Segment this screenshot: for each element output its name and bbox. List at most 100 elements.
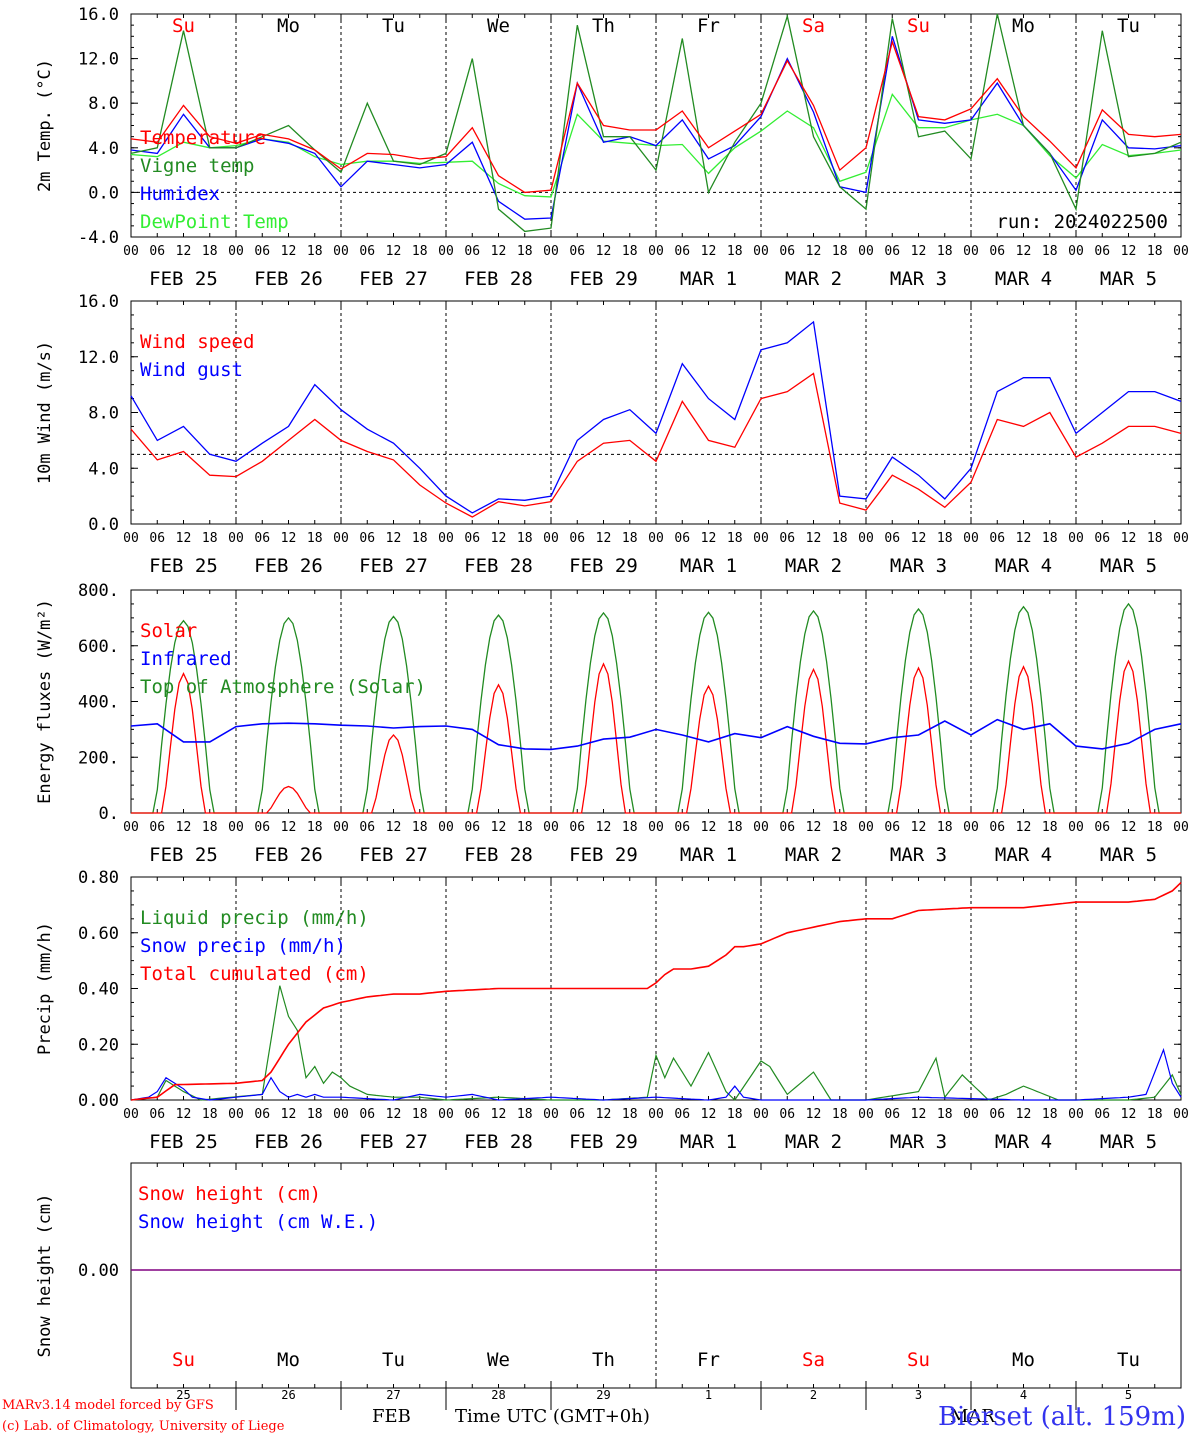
hour-tick-label: 18 [622, 820, 638, 835]
date-label: FEB 28 [464, 268, 533, 290]
panel-frame [130, 300, 1182, 525]
hour-tick-label: 06 [359, 531, 375, 546]
hour-tick-label: 12 [1121, 531, 1137, 546]
date-label: FEB 26 [254, 268, 323, 290]
hour-tick-label: 12 [176, 1107, 192, 1122]
date-label: FEB 27 [359, 268, 428, 290]
hour-tick-label: 18 [1042, 820, 1058, 835]
date-label: FEB 26 [254, 844, 323, 866]
hour-tick-label: 12 [491, 244, 507, 259]
hour-tick-label: 18 [307, 1107, 323, 1122]
y-tick-label: -4.0 [78, 228, 119, 248]
hour-tick-label: 18 [937, 820, 953, 835]
weekday-label: Fr [697, 15, 720, 37]
hour-tick-label: 00 [753, 820, 769, 835]
day-number-label: 1 [705, 1388, 712, 1402]
hour-tick-label: 00 [858, 244, 874, 259]
hour-tick-label: 06 [779, 531, 795, 546]
hour-tick-label: 00 [438, 820, 454, 835]
hour-tick-label: 00 [648, 244, 664, 259]
hour-tick-label: 12 [386, 244, 402, 259]
hour-tick-label: 12 [911, 820, 927, 835]
date-label: MAR 3 [890, 1131, 947, 1153]
x-axis-label: Time UTC (GMT+0h) [455, 1406, 650, 1427]
date-label: FEB 25 [149, 555, 218, 577]
day-number-label: 4 [1020, 1388, 1027, 1402]
hour-tick-label: 06 [989, 1107, 1005, 1122]
legend-entry: Total cumulated (cm) [140, 963, 369, 985]
date-label: MAR 4 [995, 844, 1052, 866]
hour-tick-label: 12 [596, 244, 612, 259]
legend-entry: Wind gust [140, 359, 243, 381]
hour-tick-label: 12 [806, 820, 822, 835]
y-tick-label: 0.20 [78, 1035, 119, 1055]
y-tick-label: 600. [78, 637, 119, 657]
hour-tick-label: 06 [569, 531, 585, 546]
hour-tick-label: 18 [412, 244, 428, 259]
hour-tick-label: 12 [386, 820, 402, 835]
series-snow-precip-mm-h- [130, 1047, 1182, 1101]
weekday-label: Th [592, 15, 615, 37]
hour-tick-label: 12 [596, 820, 612, 835]
series-wind-speed [130, 372, 1182, 518]
hour-tick-label: 06 [569, 820, 585, 835]
hour-tick-label: 18 [1147, 244, 1163, 259]
series-total-cumulated-cm- [130, 882, 1182, 1101]
legend-entry: Humidex [140, 183, 220, 205]
legend-entry: Snow height (cm) [138, 1183, 321, 1205]
y-tick-label: 4.0 [88, 459, 119, 479]
hour-tick-label: 00 [963, 1107, 979, 1122]
series-liquid-precip-mm-h- [130, 985, 1182, 1101]
hour-tick-label: 12 [911, 531, 927, 546]
y-tick-label: 0.80 [78, 868, 119, 888]
y-tick-label: 16.0 [78, 5, 119, 25]
y-axis-label: 10m Wind (m/s) [35, 341, 55, 484]
hour-tick-label: 00 [963, 531, 979, 546]
hour-tick-label: 18 [937, 531, 953, 546]
hour-tick-label: 12 [911, 244, 927, 259]
hour-tick-label: 18 [727, 1107, 743, 1122]
hour-tick-label: 06 [569, 1107, 585, 1122]
y-axis-label: 2m Temp. (°C) [35, 59, 55, 192]
weekday-label: Mo [277, 1349, 300, 1371]
hour-tick-label: 00 [333, 1107, 349, 1122]
date-label: MAR 1 [680, 844, 737, 866]
hour-tick-label: 18 [727, 820, 743, 835]
weekday-label: Su [907, 1349, 930, 1371]
y-axis-label: Energy fluxes (W/m²) [35, 599, 55, 804]
hour-tick-label: 18 [517, 820, 533, 835]
hour-tick-label: 00 [543, 1107, 559, 1122]
hour-tick-label: 00 [858, 531, 874, 546]
date-label: MAR 5 [1100, 555, 1157, 577]
hour-tick-label: 18 [202, 244, 218, 259]
date-label: FEB 25 [149, 1131, 218, 1153]
weekday-label: Mo [1012, 1349, 1035, 1371]
weekday-label: Fr [697, 1349, 720, 1371]
y-tick-label: 12.0 [78, 50, 119, 70]
hour-tick-label: 00 [438, 244, 454, 259]
hour-tick-label: 12 [176, 244, 192, 259]
date-label: MAR 5 [1100, 268, 1157, 290]
date-label: FEB 26 [254, 1131, 323, 1153]
panel-3: 0. 200. 400. 600. 800. Energy fluxes (W/m²) So… [35, 581, 1189, 866]
date-label: MAR 3 [890, 844, 947, 866]
panel-frame [130, 589, 1182, 814]
legend-entry: Vigne temp [140, 155, 254, 177]
y-tick-label: 16.0 [78, 292, 119, 312]
legend-entry: Solar [140, 620, 197, 642]
hour-tick-label: 12 [281, 1107, 297, 1122]
hour-tick-label: 06 [779, 244, 795, 259]
hour-tick-label: 18 [727, 244, 743, 259]
hour-tick-label: 18 [832, 531, 848, 546]
hour-tick-label: 12 [386, 531, 402, 546]
date-label: FEB 29 [569, 1131, 638, 1153]
hour-tick-label: 12 [386, 1107, 402, 1122]
date-label: MAR 3 [890, 268, 947, 290]
hour-tick-label: 00 [543, 531, 559, 546]
date-label: MAR 2 [785, 555, 842, 577]
hour-tick-label: 06 [1094, 244, 1110, 259]
weekday-label: Mo [1012, 15, 1035, 37]
y-tick-label: 4.0 [88, 139, 119, 159]
panel-2: 0.0 4.0 8.0 12.0 16.0 10m Wind (m/s) Wind spee… [35, 292, 1189, 577]
